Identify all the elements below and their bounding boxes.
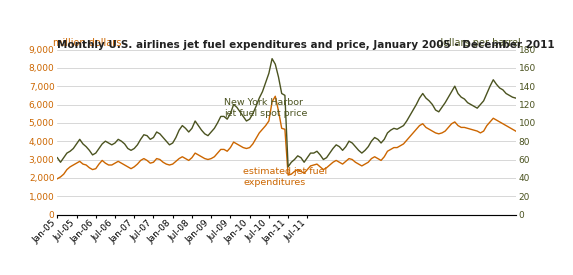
Text: estimated jet fuel
expenditures: estimated jet fuel expenditures <box>243 167 327 187</box>
Text: dollars per barrel: dollars per barrel <box>437 38 520 48</box>
Text: Monthly U.S. airlines jet fuel expenditures and price, January 2005 - December 2: Monthly U.S. airlines jet fuel expenditu… <box>57 40 555 49</box>
Text: New York Harbor
jet fuel spot price: New York Harbor jet fuel spot price <box>224 98 307 118</box>
Text: million dollars: million dollars <box>53 38 121 48</box>
